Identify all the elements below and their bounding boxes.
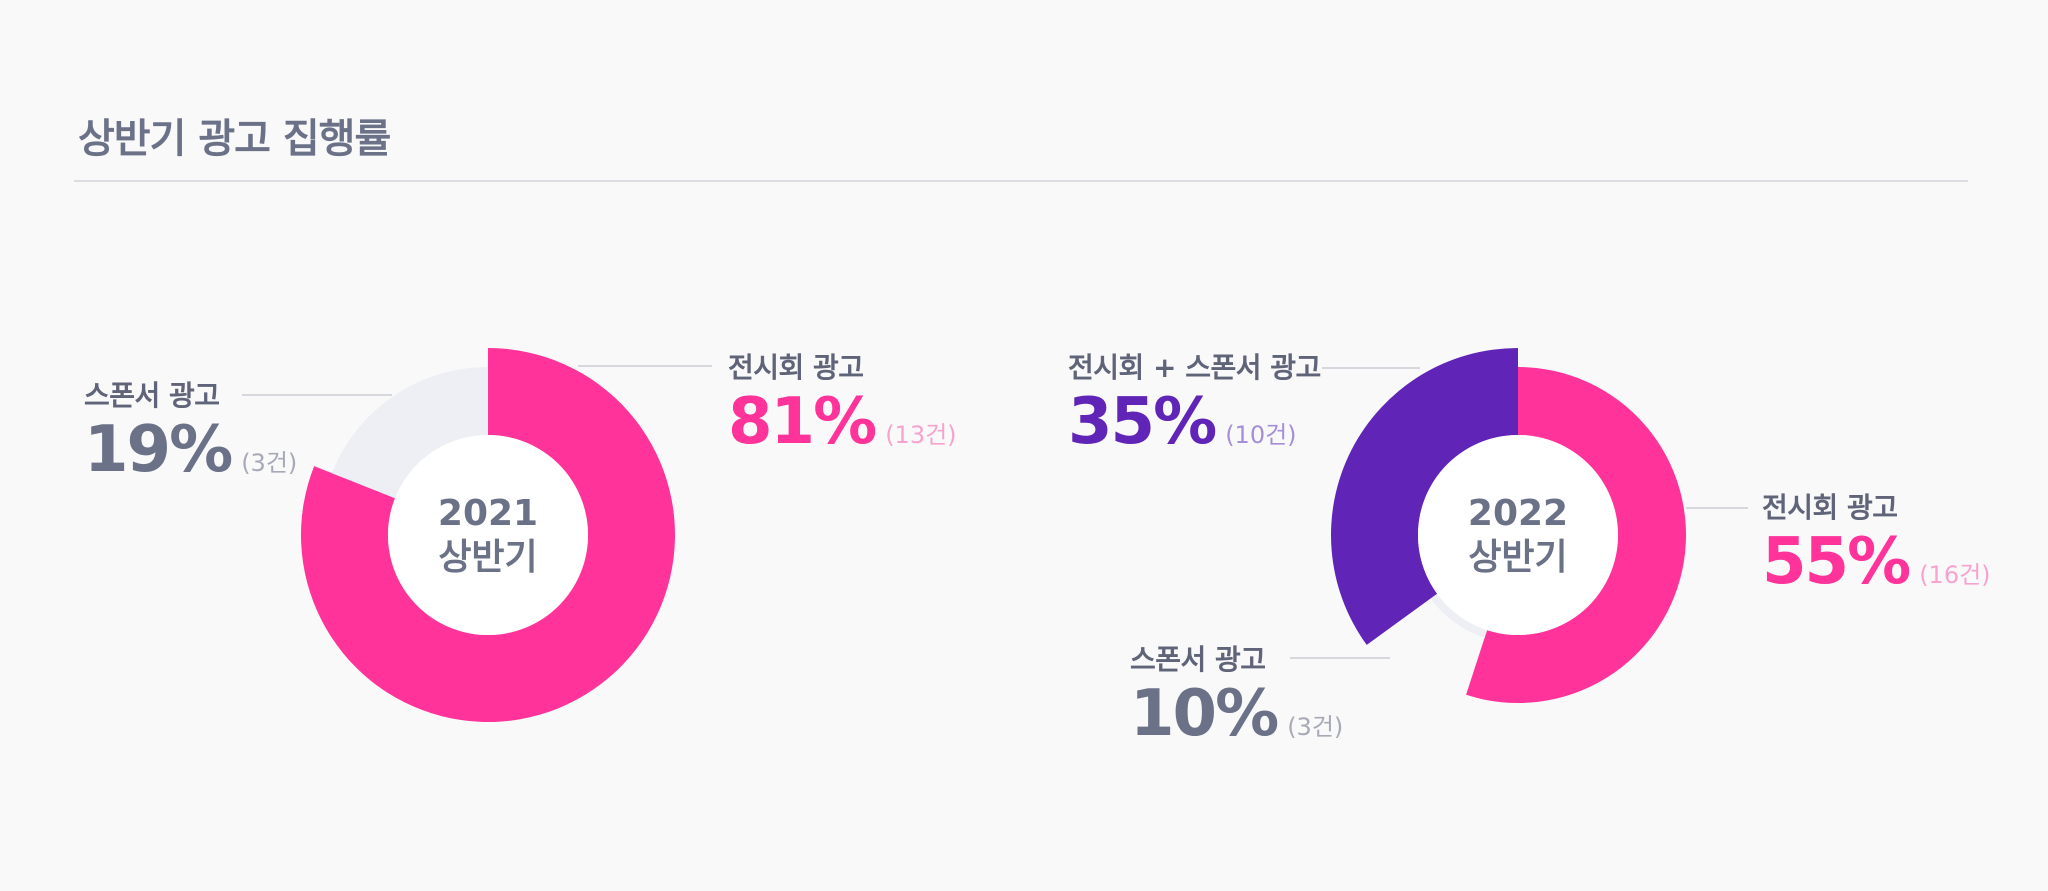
chart1-center-hole — [388, 435, 588, 635]
chart2-slice-0 — [1466, 367, 1687, 703]
callout-count: (3건) — [1287, 713, 1344, 741]
chart2-slice-1 — [1430, 593, 1488, 638]
callout-count: (16건) — [1919, 561, 1991, 589]
page-title: 상반기 광고 집행률 — [78, 116, 391, 162]
callout-label: 스폰서 광고 — [1130, 643, 1266, 676]
callout-percent: 81% — [728, 385, 877, 459]
callout-count: (10건) — [1225, 421, 1297, 449]
chart1-callout-sponsor: 스폰서 광고 19% (3건) — [84, 374, 297, 486]
callout-label: 스폰서 광고 — [84, 379, 220, 412]
chart1-period: 상반기 — [438, 537, 538, 578]
callout-label: 전시회 광고 — [728, 351, 864, 384]
chart2-callout-sponsor: 스폰서 광고 10% (3건) — [1130, 638, 1343, 750]
chart2-callout-exhibition: 전시회 광고 55% (16건) — [1762, 486, 1991, 598]
callout-count: (3건) — [241, 449, 298, 477]
chart2-callout-combined: 전시회 + 스폰서 광고 35% (10건) — [1068, 346, 1321, 458]
callout-percent: 55% — [1762, 525, 1911, 599]
chart2-slice-2 — [1331, 348, 1518, 645]
chart2-center-hole — [1418, 435, 1618, 635]
callout-label: 전시회 광고 — [1762, 491, 1898, 524]
chart1-slice-0 — [301, 348, 676, 722]
chart1-year: 2021 — [437, 493, 539, 534]
callout-percent: 35% — [1068, 385, 1217, 459]
chart1-callout-exhibition: 전시회 광고 81% (13건) — [728, 346, 957, 458]
callout-label: 전시회 + 스폰서 광고 — [1068, 351, 1321, 384]
chart2-year: 2022 — [1467, 493, 1569, 534]
chart2-period: 상반기 — [1468, 537, 1568, 578]
callout-percent: 10% — [1130, 677, 1279, 751]
callout-percent: 19% — [84, 413, 233, 487]
title-divider — [74, 180, 1968, 182]
chart1-slice-1 — [331, 367, 488, 499]
callout-count: (13건) — [885, 421, 957, 449]
chart2-center-label: 2022 상반기 — [1418, 492, 1618, 580]
chart1-center-label: 2021 상반기 — [388, 492, 588, 580]
